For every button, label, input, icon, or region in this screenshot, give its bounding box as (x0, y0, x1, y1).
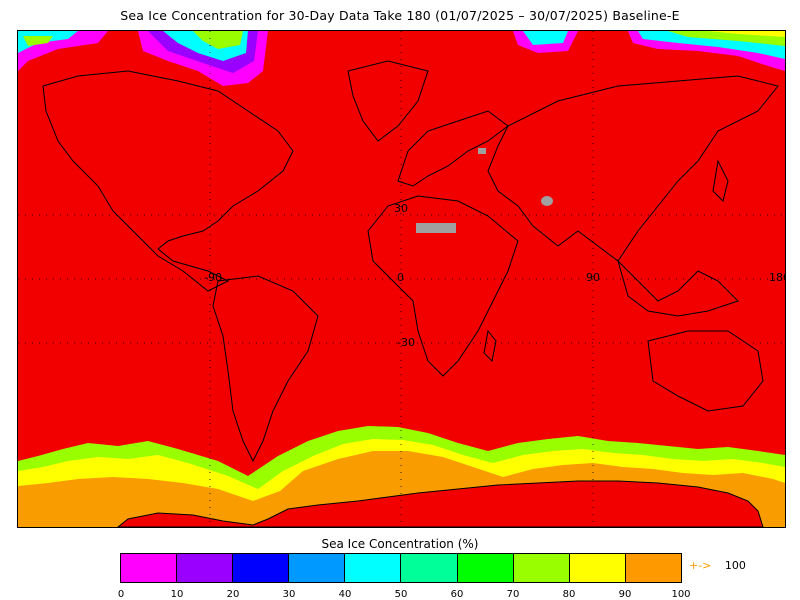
colorbar-cell (233, 554, 290, 582)
colorbar-cell (625, 554, 681, 582)
colorbar-cell (289, 554, 346, 582)
colorbar-tick-label: 50 (394, 589, 408, 600)
colorbar-cell (345, 554, 402, 582)
colorbar-tick-label: 70 (506, 589, 520, 600)
lon-label-180: 180 (769, 271, 785, 284)
colorbar-tick-label: 100 (671, 589, 691, 600)
lat-label-minus30: -30 (397, 336, 415, 349)
graticule (18, 31, 785, 527)
colorbar-tick-label: 80 (562, 589, 576, 600)
lon-label-0: 0 (397, 271, 404, 284)
overflow-value: 100 (724, 559, 746, 572)
colorbar-cell (177, 554, 234, 582)
colorbar-cell (513, 554, 570, 582)
colorbar-tick-label: 90 (618, 589, 632, 600)
lat-label-30: 30 (394, 202, 408, 215)
colorbar-title: Sea Ice Concentration (%) (321, 537, 479, 551)
lon-label-minus90: -90 (204, 271, 222, 284)
colorbar-tick-label: 0 (117, 589, 125, 600)
colorbar-cell (569, 554, 626, 582)
overflow-arrow: +-> (689, 559, 712, 572)
arctic-sea-ice (18, 31, 785, 86)
colorbar-cell (457, 554, 514, 582)
map-title: Sea Ice Concentration for 30-Day Data Ta… (120, 8, 680, 23)
missing-data-patches (416, 148, 553, 233)
coastlines (42, 60, 779, 463)
colorbar-tick-label: 60 (450, 589, 464, 600)
colorbar-tick-label: 10 (170, 589, 184, 600)
colorbar-overflow: +-> 100 (689, 559, 746, 572)
world-map: 30 -30 -90 0 90 180 (17, 30, 786, 528)
colorbar-cell (401, 554, 458, 582)
colorbar (120, 553, 682, 583)
lon-label-90: 90 (586, 271, 600, 284)
colorbar-tick-label: 30 (282, 589, 296, 600)
colorbar-cell (121, 554, 178, 582)
colorbar-tick-label: 20 (226, 589, 240, 600)
colorbar-tick-label: 40 (338, 589, 352, 600)
